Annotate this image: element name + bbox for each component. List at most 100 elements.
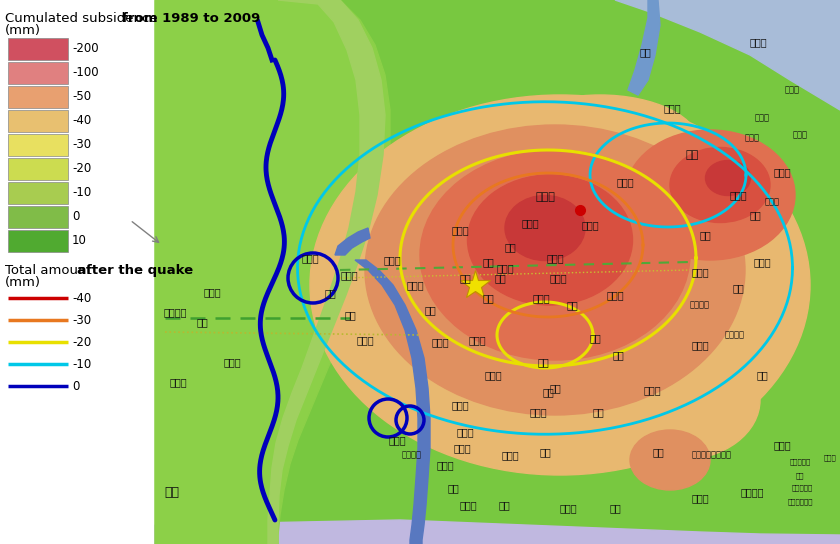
Text: 城東: 城東 bbox=[539, 447, 551, 457]
Text: -10: -10 bbox=[72, 187, 92, 200]
Text: 宮場町: 宮場町 bbox=[529, 407, 547, 417]
Text: 半田: 半田 bbox=[795, 473, 804, 479]
Text: 寺町: 寺町 bbox=[196, 317, 207, 327]
Ellipse shape bbox=[505, 195, 585, 261]
Polygon shape bbox=[335, 228, 370, 255]
Text: 天神町: 天神町 bbox=[203, 287, 221, 297]
Text: 岩上: 岩上 bbox=[549, 383, 561, 393]
Text: 藤元町: 藤元町 bbox=[744, 133, 759, 143]
Text: 新橋: 新橋 bbox=[459, 273, 471, 283]
Ellipse shape bbox=[420, 150, 690, 360]
Ellipse shape bbox=[468, 175, 633, 305]
Text: 松美: 松美 bbox=[749, 210, 761, 220]
Text: 関町: 関町 bbox=[424, 305, 436, 315]
Text: 柳橋町: 柳橋町 bbox=[431, 337, 449, 347]
Text: 東柳田: 東柳田 bbox=[773, 167, 790, 177]
Text: 豊町: 豊町 bbox=[589, 333, 601, 343]
Text: 錦町: 錦町 bbox=[566, 300, 578, 310]
Text: 宝町: 宝町 bbox=[482, 257, 494, 267]
Ellipse shape bbox=[706, 160, 750, 195]
Polygon shape bbox=[355, 260, 430, 544]
Text: 北半田: 北半田 bbox=[643, 385, 661, 395]
Text: (mm): (mm) bbox=[5, 24, 41, 37]
Text: 三島町: 三島町 bbox=[436, 460, 454, 470]
Text: 長峰町: 長峰町 bbox=[691, 493, 709, 503]
Text: 春日: 春日 bbox=[685, 150, 699, 160]
Text: 南光町: 南光町 bbox=[484, 370, 501, 380]
Text: 中央町: 中央町 bbox=[496, 263, 514, 273]
Text: 三島西: 三島西 bbox=[454, 443, 470, 453]
Text: -50: -50 bbox=[72, 90, 91, 103]
Text: 日石町: 日石町 bbox=[533, 293, 550, 303]
Text: 茅目: 茅目 bbox=[756, 370, 768, 380]
Text: 三和町: 三和町 bbox=[691, 340, 709, 350]
Text: 栄町: 栄町 bbox=[504, 242, 516, 252]
Bar bbox=[155, 0, 840, 544]
Text: Cumulated subsidence: Cumulated subsidence bbox=[5, 12, 162, 25]
Text: 長浜町: 長浜町 bbox=[691, 267, 709, 277]
Text: 中浜: 中浜 bbox=[324, 288, 336, 298]
Text: 横原町: 横原町 bbox=[749, 37, 767, 47]
Ellipse shape bbox=[670, 147, 770, 222]
Text: 桜木町: 桜木町 bbox=[617, 177, 634, 187]
Text: 南半田: 南半田 bbox=[773, 440, 790, 450]
Text: 佐藤池新田: 佐藤池新田 bbox=[790, 459, 811, 465]
Text: 0: 0 bbox=[72, 211, 79, 224]
Text: 下方: 下方 bbox=[498, 500, 510, 510]
Text: ゆりが丘: ゆりが丘 bbox=[740, 487, 764, 497]
Text: 緑町: 緑町 bbox=[344, 310, 356, 320]
Polygon shape bbox=[628, 0, 660, 95]
Text: -40: -40 bbox=[72, 114, 92, 127]
Text: -200: -200 bbox=[72, 42, 98, 55]
Text: 宮場町: 宮場町 bbox=[456, 427, 474, 437]
Text: 穂波町: 穂波町 bbox=[468, 335, 486, 345]
Text: 半田: 半田 bbox=[592, 407, 604, 417]
Text: 北斗町: 北斗町 bbox=[729, 190, 747, 200]
Text: after the quake: after the quake bbox=[77, 264, 193, 277]
Bar bbox=[8, 62, 68, 84]
Ellipse shape bbox=[625, 130, 795, 260]
Text: -30: -30 bbox=[72, 139, 91, 151]
Polygon shape bbox=[615, 0, 840, 110]
Text: 盛合: 盛合 bbox=[542, 387, 554, 397]
Text: 小金町: 小金町 bbox=[792, 131, 807, 139]
Text: 諏訪町: 諏訪町 bbox=[546, 253, 564, 263]
Text: 北国町: 北国町 bbox=[535, 192, 555, 202]
Text: 四谷: 四谷 bbox=[732, 283, 744, 293]
Ellipse shape bbox=[630, 430, 710, 490]
Text: 向陽町軽井川: 向陽町軽井川 bbox=[787, 499, 813, 505]
Text: 釼野: 釼野 bbox=[447, 483, 459, 493]
Text: 米山台東: 米山台東 bbox=[402, 450, 422, 460]
Text: 東長浜町: 東長浜町 bbox=[690, 300, 710, 310]
Text: 佐藤池新田: 佐藤池新田 bbox=[791, 485, 812, 491]
Text: 若葉町: 若葉町 bbox=[356, 335, 374, 345]
Text: -30: -30 bbox=[72, 313, 91, 326]
Text: 常盤台: 常盤台 bbox=[451, 400, 469, 410]
Text: 扇町: 扇町 bbox=[612, 350, 624, 360]
Text: 東本町: 東本町 bbox=[606, 290, 624, 300]
Text: 東長浜町: 東長浜町 bbox=[725, 331, 745, 339]
Polygon shape bbox=[155, 0, 390, 544]
Text: 新花町: 新花町 bbox=[521, 218, 538, 228]
Text: 鯨波: 鯨波 bbox=[165, 485, 180, 498]
Text: 柳田町: 柳田町 bbox=[754, 114, 769, 122]
Text: -20: -20 bbox=[72, 336, 92, 349]
Bar bbox=[0, 0, 155, 544]
Ellipse shape bbox=[600, 340, 760, 460]
Text: 東港町: 東港町 bbox=[383, 255, 401, 265]
Text: 向陵町: 向陵町 bbox=[824, 455, 837, 461]
Text: 幸町: 幸町 bbox=[482, 293, 494, 303]
Bar bbox=[8, 158, 68, 180]
Text: 枇杷島: 枇杷島 bbox=[559, 503, 577, 513]
Text: 10: 10 bbox=[72, 234, 87, 248]
Polygon shape bbox=[268, 0, 385, 544]
Polygon shape bbox=[155, 520, 840, 544]
Ellipse shape bbox=[500, 95, 700, 195]
Bar bbox=[8, 38, 68, 60]
Text: 駅前: 駅前 bbox=[494, 273, 506, 283]
Text: 横原町: 横原町 bbox=[785, 85, 800, 95]
Bar bbox=[8, 110, 68, 132]
Text: 城塚: 城塚 bbox=[652, 447, 664, 457]
Text: 新田畑: 新田畑 bbox=[764, 197, 780, 207]
Ellipse shape bbox=[365, 125, 745, 415]
